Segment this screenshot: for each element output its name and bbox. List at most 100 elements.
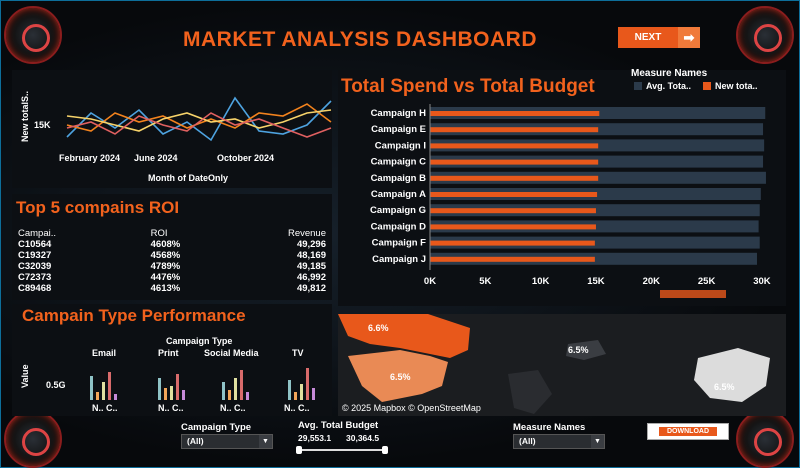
line-chart — [66, 96, 332, 142]
bar-new-spend[interactable] — [430, 175, 599, 181]
chevron-down-icon: ▼ — [591, 435, 604, 448]
corner-emblem-icon — [736, 6, 794, 64]
ctype-bar[interactable] — [90, 376, 93, 400]
budget-min: 29,553.1 — [298, 433, 332, 443]
legend-swatch — [703, 82, 711, 90]
bar-new-spend[interactable] — [430, 127, 599, 133]
ctype-y-tick: 0.5G — [46, 380, 66, 390]
table-row[interactable]: C89468 4613% 49,812 — [16, 283, 328, 294]
cell-campaign: C32039 — [18, 261, 52, 272]
bar-x-tick: 25K — [698, 276, 716, 287]
bar-new-spend[interactable] — [430, 192, 598, 197]
line-series[interactable] — [66, 112, 332, 138]
bar-new-spend[interactable] — [430, 143, 599, 149]
campaign-type-panel: Campain Type Performance Campaign Type E… — [12, 304, 332, 416]
download-button[interactable]: DOWNLOAD — [647, 423, 729, 440]
legend-title: Measure Names — [631, 68, 708, 79]
ctype-bar[interactable] — [164, 388, 167, 400]
line-y-label: New totalS.. — [20, 90, 30, 142]
legend-item[interactable]: Avg. Tota.. — [646, 81, 691, 91]
ctype-bar[interactable] — [240, 370, 243, 400]
region-china[interactable] — [694, 348, 770, 402]
line-x-label: Month of DateOnly — [148, 173, 228, 183]
ctype-bar[interactable] — [176, 374, 179, 400]
map-label: 6.5% — [714, 382, 735, 392]
bar-x-tick: 30K — [753, 276, 771, 287]
ctype-bar[interactable] — [228, 390, 231, 400]
ctype-bar[interactable] — [170, 386, 173, 400]
bar-new-spend[interactable] — [430, 208, 596, 214]
map-panel[interactable]: 6.6% 6.5% 6.5% 6.5% © 2025 Mapbox © Open… — [338, 314, 786, 416]
color-legend-ramp — [660, 290, 726, 298]
page-title: MARKET ANALYSIS DASHBOARD — [183, 28, 537, 51]
budget-slider-min-handle[interactable] — [296, 446, 302, 454]
campaign-type-filter-label: Campaign Type — [181, 422, 252, 433]
bar-category-label: Campaign H — [371, 108, 427, 119]
corner-emblem-icon — [736, 410, 794, 468]
legend-swatch — [634, 82, 642, 90]
region-europe[interactable] — [566, 340, 606, 360]
ctype-bar[interactable] — [222, 382, 225, 400]
col-tv: TV — [292, 348, 304, 358]
region-canada[interactable] — [338, 314, 470, 358]
ctype-sub-label: N.. C.. — [92, 403, 118, 413]
region-usa[interactable] — [348, 350, 448, 402]
table-row[interactable]: C72373 4476% 46,992 — [16, 272, 328, 283]
bar-category-label: Campaign I — [375, 140, 426, 151]
spend-title: Total Spend vs Total Budget — [341, 76, 595, 97]
cell-revenue: 46,992 — [296, 272, 326, 283]
line-series[interactable] — [66, 96, 332, 142]
col-print: Print — [158, 348, 179, 358]
line-series[interactable] — [66, 103, 332, 132]
roi-col-roi[interactable]: ROI — [150, 228, 168, 239]
ctype-bar[interactable] — [300, 384, 303, 400]
line-x-tick: February 2024 — [59, 153, 121, 163]
campaign-type-select-value: (All) — [187, 436, 204, 446]
next-button[interactable]: NEXT ➡ — [618, 27, 700, 48]
ctype-bar[interactable] — [234, 378, 237, 400]
campaign-type-title: Campain Type Performance — [22, 306, 246, 325]
measure-select[interactable]: (All) ▼ — [513, 434, 605, 449]
cell-roi: 4613% — [150, 283, 181, 294]
table-row[interactable]: C19327 4568% 48,169 — [16, 250, 328, 261]
ctype-bar[interactable] — [294, 392, 297, 400]
ctype-bar[interactable] — [182, 390, 185, 400]
bar-category-label: Campaign F — [372, 238, 427, 249]
ctype-bar[interactable] — [102, 382, 105, 400]
cell-campaign: C89468 — [18, 283, 52, 294]
budget-max: 30,364.5 — [346, 433, 380, 443]
bar-new-spend[interactable] — [430, 240, 595, 246]
ctype-bar[interactable] — [306, 368, 309, 400]
legend-item[interactable]: New tota.. — [715, 81, 758, 91]
budget-filter-label: Avg. Total Budget — [298, 420, 379, 431]
bar-new-spend[interactable] — [430, 256, 595, 262]
line-series[interactable] — [66, 109, 332, 132]
roi-col-campaign[interactable]: Campai.. — [18, 228, 57, 239]
roi-col-revenue[interactable]: Revenue — [287, 228, 326, 239]
table-row[interactable]: C10564 4608% 49,296 — [16, 239, 328, 250]
cell-campaign: C10564 — [18, 239, 52, 250]
campaign-type-select[interactable]: (All) ▼ — [181, 434, 273, 449]
download-label: DOWNLOAD — [659, 427, 717, 436]
ctype-sub-label: N.. C.. — [220, 403, 246, 413]
ctype-bar[interactable] — [114, 394, 117, 400]
bar-new-spend[interactable] — [430, 111, 600, 116]
table-row[interactable]: C32039 4789% 49,185 — [16, 261, 328, 272]
campaign-type-header: Campaign Type — [166, 336, 233, 346]
measure-filter-label: Measure Names — [513, 422, 586, 433]
ctype-bar[interactable] — [158, 378, 161, 400]
ctype-bar[interactable] — [312, 388, 315, 400]
ctype-bar[interactable] — [108, 372, 111, 400]
ctype-bar[interactable] — [246, 392, 249, 400]
bar-new-spend[interactable] — [430, 159, 599, 165]
ctype-bar[interactable] — [288, 380, 291, 400]
region-africa — [508, 370, 552, 414]
line-chart-panel: New totalS.. 15K February 2024 June 2024… — [12, 70, 332, 188]
budget-slider-track[interactable] — [298, 449, 386, 451]
line-x-tick: June 2024 — [134, 153, 178, 163]
budget-slider-max-handle[interactable] — [382, 446, 388, 454]
bar-new-spend[interactable] — [430, 224, 596, 230]
ctype-bar[interactable] — [96, 392, 99, 400]
bar-x-tick: 0K — [424, 276, 436, 287]
measure-select-value: (All) — [519, 436, 536, 446]
